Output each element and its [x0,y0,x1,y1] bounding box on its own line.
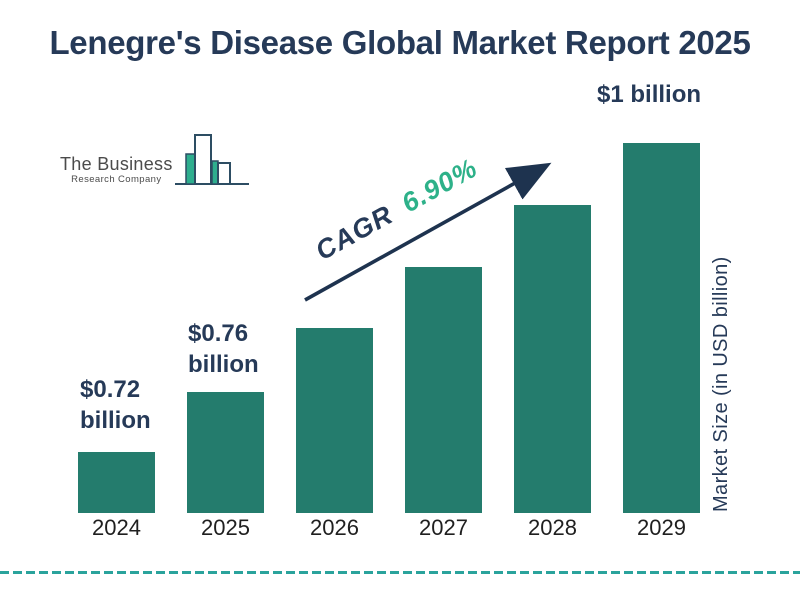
cagr-arrow [304,162,552,302]
x-tick-2026: 2026 [310,515,359,540]
bar-2027 [405,267,482,513]
brand-name: The Business [60,154,173,175]
value-label-2029: $1 billion [597,81,702,108]
x-tick-2024: 2024 [92,515,141,540]
bar-2026 [296,328,373,513]
value-label-2025: $0.76 billion [188,320,259,378]
bottom-dashed-line [0,571,800,574]
bar-2029 [623,143,700,513]
bar-2024 [78,452,155,513]
chart-title: Lenegre's Disease Global Market Report 2… [49,24,751,61]
brand-subname: Research Company [71,174,162,185]
x-tick-2027: 2027 [419,515,468,540]
x-tick-2025: 2025 [201,515,250,540]
y-axis-label: Market Size (in USD billion) [710,256,732,512]
bar-2025 [187,392,264,513]
bar-2028 [514,205,591,513]
x-tick-2029: 2029 [637,515,686,540]
brand-logo-text: The Business Research Company [60,155,173,185]
bar-chart-logo-icon [174,134,249,185]
value-label-2024: $0.72 billion [80,376,151,434]
x-tick-2028: 2028 [528,515,577,540]
brand-logo: The Business Research Company [60,132,249,186]
